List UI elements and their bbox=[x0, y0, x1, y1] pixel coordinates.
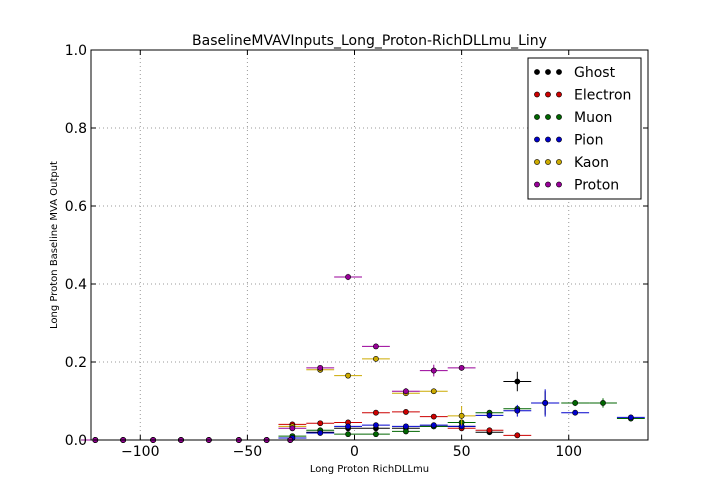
plot-frame bbox=[90, 49, 649, 441]
data-point bbox=[373, 343, 379, 350]
legend-label: Kaon bbox=[574, 155, 609, 171]
x-tick-label: 100 bbox=[555, 444, 582, 460]
legend-marker bbox=[556, 136, 562, 143]
legend-marker bbox=[545, 114, 551, 120]
legend-marker bbox=[534, 114, 540, 120]
data-point bbox=[514, 407, 521, 414]
data-point bbox=[373, 431, 379, 438]
data-point bbox=[345, 423, 351, 430]
legend-marker bbox=[556, 69, 562, 75]
data-point bbox=[403, 388, 409, 395]
legend-label: Proton bbox=[574, 178, 619, 194]
data-point bbox=[430, 413, 437, 420]
series-kaon bbox=[81, 355, 476, 443]
y-tick-label: 0.0 bbox=[65, 433, 87, 449]
data-point bbox=[458, 412, 465, 419]
x-axis-label: Long Proton RichDLLmu bbox=[310, 464, 429, 475]
data-point bbox=[403, 423, 409, 430]
legend-marker bbox=[545, 69, 551, 75]
legend-marker bbox=[556, 159, 562, 165]
legend-item-muon: Muon bbox=[534, 110, 612, 126]
legend-marker bbox=[556, 91, 562, 98]
legend-marker bbox=[534, 69, 540, 75]
data-point bbox=[317, 420, 324, 427]
legend-label: Electron bbox=[574, 88, 631, 104]
data-point bbox=[317, 430, 324, 436]
data-point bbox=[289, 425, 296, 432]
chart-title: BaselineMVAVInputs_Long_Proton-RichDLLmu… bbox=[192, 33, 547, 49]
legend-marker bbox=[534, 181, 540, 188]
y-tick-label: 0.2 bbox=[65, 355, 87, 371]
data-point bbox=[514, 378, 521, 385]
legend-marker bbox=[556, 181, 562, 188]
legend-label: Muon bbox=[574, 110, 612, 126]
legend-item-proton: Proton bbox=[534, 178, 619, 194]
legend-marker bbox=[534, 91, 540, 98]
series-layer bbox=[81, 273, 645, 443]
legend-marker bbox=[545, 136, 551, 143]
x-tick-label: −100 bbox=[121, 444, 159, 460]
y-tick-label: 1.0 bbox=[65, 43, 87, 59]
data-point bbox=[627, 414, 634, 421]
data-point bbox=[403, 428, 409, 435]
data-point bbox=[458, 364, 465, 371]
x-tick-label: −50 bbox=[233, 444, 263, 460]
data-point bbox=[430, 388, 437, 395]
legend-marker bbox=[534, 136, 540, 143]
series-muon bbox=[81, 398, 645, 443]
legend-item-pion: Pion bbox=[534, 133, 603, 149]
y-tick-label: 0.8 bbox=[65, 121, 87, 137]
ticks: −100 −50 0 50 100 0.0 0.2 0.4 0.6 0.8 1.0 bbox=[65, 43, 648, 460]
legend-box bbox=[527, 57, 642, 200]
legend-item-kaon: Kaon bbox=[534, 155, 609, 171]
x-tick-label: 0 bbox=[350, 444, 359, 460]
data-point bbox=[345, 431, 351, 438]
data-point bbox=[430, 367, 437, 374]
data-point bbox=[373, 409, 379, 416]
data-point bbox=[514, 432, 521, 439]
data-point bbox=[373, 355, 379, 362]
data-point bbox=[430, 422, 437, 429]
y-tick-label: 0.4 bbox=[65, 277, 87, 293]
legend-marker bbox=[534, 159, 540, 165]
data-point bbox=[345, 274, 351, 280]
legend-item-ghost: Ghost bbox=[534, 65, 616, 81]
legend-marker bbox=[545, 181, 551, 188]
data-point bbox=[572, 400, 579, 406]
x-tick-label: 50 bbox=[453, 444, 471, 460]
y-axis-label: Long Proton Baseline MVA Output bbox=[49, 161, 60, 329]
data-point bbox=[572, 409, 579, 416]
data-point bbox=[345, 372, 351, 379]
data-point bbox=[600, 400, 606, 406]
legend: Ghost Electron Muon Pion Kaon Proton bbox=[527, 57, 642, 200]
data-point bbox=[542, 400, 549, 406]
data-point bbox=[486, 427, 493, 434]
data-point bbox=[403, 409, 409, 415]
legend-item-electron: Electron bbox=[534, 88, 631, 104]
data-point bbox=[486, 412, 493, 419]
legend-marker bbox=[545, 159, 551, 165]
legend-marker bbox=[545, 91, 551, 98]
y-tick-label: 0.6 bbox=[65, 199, 87, 215]
data-point bbox=[317, 364, 324, 371]
data-point bbox=[373, 422, 379, 429]
legend-label: Pion bbox=[574, 133, 603, 149]
legend-label: Ghost bbox=[574, 65, 616, 81]
legend-marker bbox=[556, 114, 562, 120]
